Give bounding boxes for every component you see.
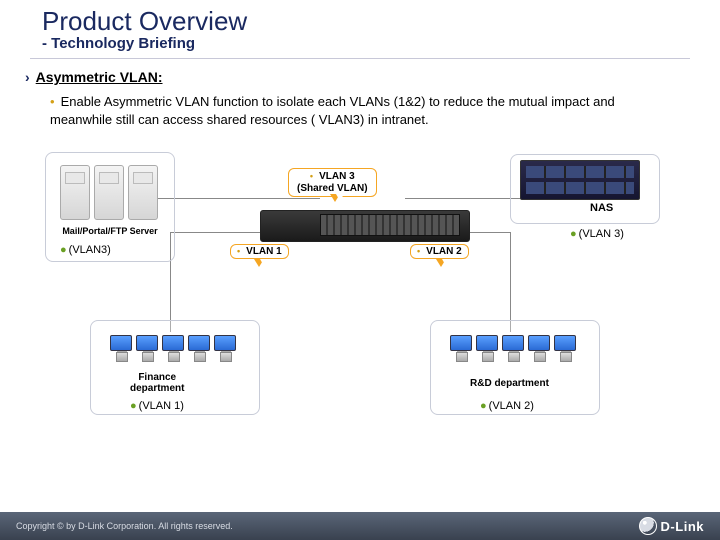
bullet-icon: ● [130,400,137,412]
server-label: Mail/Portal/FTP Server [50,226,170,236]
bullet-icon: • [237,246,240,256]
workstation-icon [502,335,526,365]
callout-pointer-icon [436,259,446,267]
nas-vlan: ●(VLAN 3) [570,228,624,240]
server-tower-icon [128,165,158,220]
section-body: •Enable Asymmetric VLAN function to isol… [50,93,680,128]
workstation-icon [528,335,552,365]
workstation-icon [214,335,238,365]
copyright-text: Copyright © by D-Link Corporation. All r… [16,521,233,531]
bullet-icon: ● [570,228,577,240]
finance-workstations [110,335,238,365]
server-tower-icon [60,165,90,220]
bullet-icon: • [417,246,420,256]
network-diagram: Mail/Portal/FTP Server ●(VLAN3) NAS ●(VL… [30,140,690,440]
workstation-icon [450,335,474,365]
brand-logo-icon [639,517,657,535]
finance-label: Finance department [130,372,184,394]
server-tower-icon [94,165,124,220]
workstation-icon [136,335,160,365]
switch-ports-icon [320,214,460,236]
bullet-icon: • [310,171,313,181]
chevron-icon: › [25,69,30,85]
bullet-icon: • [50,94,55,109]
section-heading-text: Asymmetric VLAN: [36,69,163,85]
brand-logo-text: D-Link [661,519,704,534]
callout-pointer-icon [330,194,340,202]
workstation-icon [110,335,134,365]
workstation-icon [476,335,500,365]
brand-logo: D-Link [639,517,704,535]
nas-icon [520,160,640,200]
bullet-icon: ● [60,244,67,256]
rd-workstations [450,335,578,365]
workstation-icon [188,335,212,365]
slide-header: Product Overview - Technology Briefing [0,0,720,54]
section-body-text: Enable Asymmetric VLAN function to isola… [50,94,615,127]
rd-label: R&D department [470,378,549,389]
workstation-icon [554,335,578,365]
slide-footer: Copyright © by D-Link Corporation. All r… [0,512,720,540]
callout-pointer-icon [254,259,264,267]
callout-vlan2: •VLAN 2 [410,244,469,259]
section-heading: › Asymmetric VLAN: [25,69,720,85]
slide-subtitle: - Technology Briefing [42,35,690,52]
header-divider [30,58,690,59]
rd-vlan: ●(VLAN 2) [480,400,534,412]
callout-vlan1: •VLAN 1 [230,244,289,259]
server-vlan: ●(VLAN3) [60,244,111,256]
servers-icon [60,165,158,220]
bullet-icon: ● [480,400,487,412]
link-line [510,232,511,332]
callout-vlan3: •VLAN 3 (Shared VLAN) [288,168,377,197]
workstation-icon [162,335,186,365]
nas-label: NAS [590,202,613,214]
slide-title: Product Overview [42,6,690,37]
finance-vlan: ●(VLAN 1) [130,400,184,412]
